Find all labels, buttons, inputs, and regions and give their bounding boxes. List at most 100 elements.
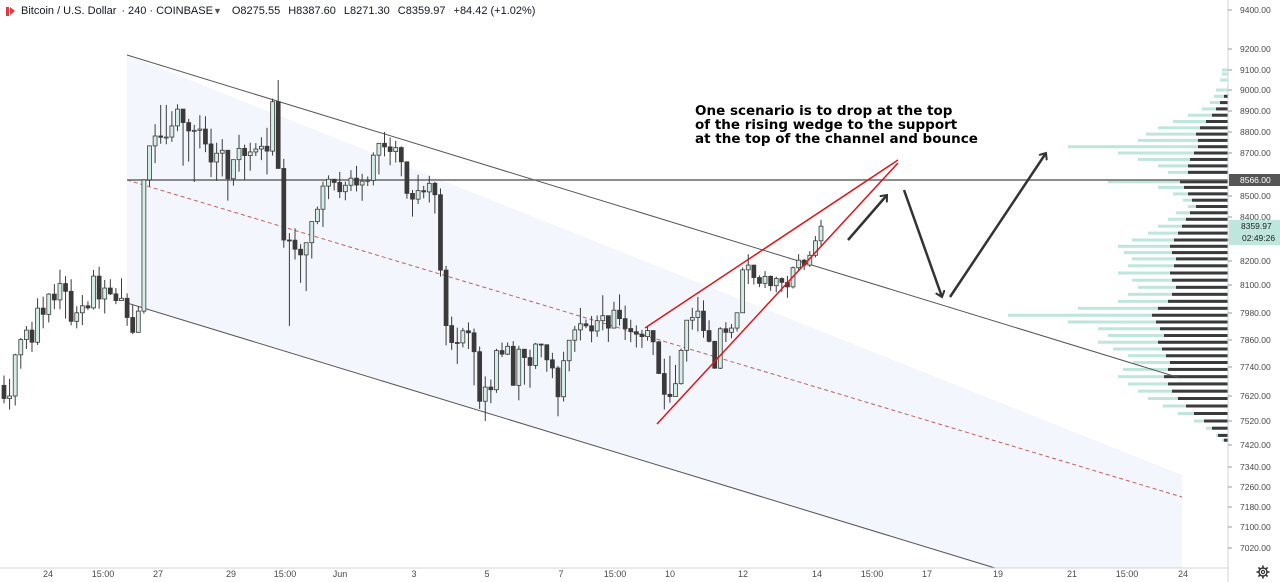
candlestick bbox=[510, 341, 516, 386]
volume-bar-down bbox=[1158, 306, 1228, 310]
candle-body bbox=[219, 149, 225, 154]
volume-bar-down bbox=[1194, 151, 1228, 155]
x-tick-label: 27 bbox=[153, 569, 163, 579]
high-label: H bbox=[288, 5, 297, 17]
candlestick bbox=[102, 279, 108, 314]
candle-body bbox=[538, 343, 544, 346]
candlestick bbox=[628, 319, 634, 343]
candlestick bbox=[566, 339, 572, 372]
candle-body bbox=[354, 177, 359, 186]
x-tick-label: 17 bbox=[922, 569, 932, 579]
candlestick bbox=[717, 327, 723, 369]
candlestick bbox=[740, 267, 746, 314]
volume-bar-down bbox=[1178, 397, 1228, 400]
candlestick bbox=[499, 342, 505, 358]
candle-body bbox=[734, 312, 740, 329]
volume-bar-down bbox=[1180, 180, 1228, 184]
candlestick bbox=[175, 104, 180, 132]
candlestick bbox=[52, 284, 57, 310]
candlestick bbox=[259, 137, 264, 161]
chart-header: Bitcoin / U.S. Dollar · 240 · COINBASE ▼… bbox=[0, 0, 535, 22]
candle-body bbox=[35, 307, 40, 343]
candle-body bbox=[247, 151, 253, 156]
candlestick bbox=[320, 181, 326, 227]
candlestick bbox=[689, 307, 695, 330]
volume-bar-up bbox=[1214, 94, 1228, 98]
candle-body bbox=[287, 239, 292, 242]
candlestick bbox=[432, 181, 438, 214]
x-axis[interactable]: 24 15:00 27 29 15:00 Jun 3 5 7 15:00 10 12 14 15:00 17… bbox=[43, 569, 1188, 579]
volume-bar-down bbox=[1186, 217, 1228, 221]
y-tick-label: 9000.00 bbox=[1240, 85, 1271, 95]
candle-body bbox=[544, 344, 550, 361]
candlestick bbox=[701, 300, 706, 338]
chevron-down-icon[interactable]: ▼ bbox=[212, 6, 222, 16]
candle-body bbox=[197, 128, 203, 131]
volume-bar-down bbox=[1172, 389, 1228, 393]
separator: · bbox=[121, 5, 126, 17]
candlestick bbox=[533, 342, 538, 369]
candlestick bbox=[757, 275, 762, 288]
volume-bar-down bbox=[1166, 354, 1228, 358]
candle-body bbox=[102, 287, 108, 300]
candlestick bbox=[645, 325, 650, 341]
exchange[interactable]: COINBASE bbox=[156, 5, 213, 17]
wedge-upper-line bbox=[644, 159, 899, 329]
candlestick bbox=[550, 352, 555, 379]
volume-bar-down bbox=[1172, 251, 1228, 255]
candle-body bbox=[510, 345, 516, 386]
candlestick bbox=[119, 278, 124, 302]
candle-body bbox=[57, 283, 63, 301]
y-axis[interactable]: 9400.00 9200.00 9100.00 9000.00 8900.00 8800.… bbox=[1228, 5, 1271, 553]
volume-bar-down bbox=[1198, 138, 1228, 142]
candlestick bbox=[365, 176, 371, 187]
volume-bar-down bbox=[1172, 292, 1228, 296]
x-tick-label: 15:00 bbox=[274, 569, 297, 579]
candlestick bbox=[57, 269, 63, 310]
x-tick-label: 19 bbox=[993, 569, 1003, 579]
candlestick bbox=[516, 345, 522, 401]
symbol-name[interactable]: Bitcoin / U.S. Dollar bbox=[21, 5, 117, 17]
candle-body bbox=[656, 341, 662, 374]
candle-body bbox=[628, 328, 634, 333]
candle-body bbox=[426, 182, 432, 193]
candlestick bbox=[163, 104, 169, 145]
y-tick-label: 8400.00 bbox=[1240, 212, 1271, 222]
candlestick bbox=[208, 128, 214, 178]
countdown-label: 02:49:26 bbox=[1242, 233, 1275, 243]
interval[interactable]: 240 bbox=[128, 5, 147, 17]
candlestick bbox=[538, 343, 544, 358]
volume-bar-down bbox=[1186, 404, 1228, 408]
candle-body bbox=[505, 345, 510, 355]
candle-body bbox=[275, 101, 281, 169]
candlestick bbox=[247, 142, 253, 171]
candle-body bbox=[650, 330, 656, 343]
candle-body bbox=[773, 278, 779, 287]
candlestick bbox=[712, 340, 718, 369]
volume-bar-down bbox=[1168, 382, 1228, 386]
volume-bar-up bbox=[1173, 120, 1228, 123]
volume-bar-up bbox=[1138, 157, 1228, 161]
high-value: 8387.60 bbox=[296, 5, 336, 17]
candle-body bbox=[717, 328, 723, 369]
candlestick bbox=[505, 342, 510, 356]
volume-bar-down bbox=[1164, 334, 1228, 337]
candle-body bbox=[578, 323, 583, 331]
volume-bar-down bbox=[1224, 438, 1228, 442]
y-tick-label: 7340.00 bbox=[1240, 462, 1271, 472]
candle-body bbox=[561, 360, 566, 398]
volume-bar-up bbox=[1222, 72, 1228, 76]
candlestick bbox=[292, 228, 298, 260]
candlestick bbox=[477, 346, 483, 409]
volume-bar-down bbox=[1160, 327, 1228, 331]
candle-body bbox=[135, 310, 141, 333]
candlestick bbox=[768, 275, 773, 291]
settings-gear-icon[interactable] bbox=[1256, 565, 1270, 579]
candle-body bbox=[438, 194, 443, 271]
volume-bar-down bbox=[1176, 285, 1228, 289]
candlestick bbox=[633, 325, 639, 348]
volume-bar-down bbox=[1224, 94, 1228, 98]
candlestick bbox=[404, 161, 410, 199]
candlestick bbox=[734, 312, 740, 332]
